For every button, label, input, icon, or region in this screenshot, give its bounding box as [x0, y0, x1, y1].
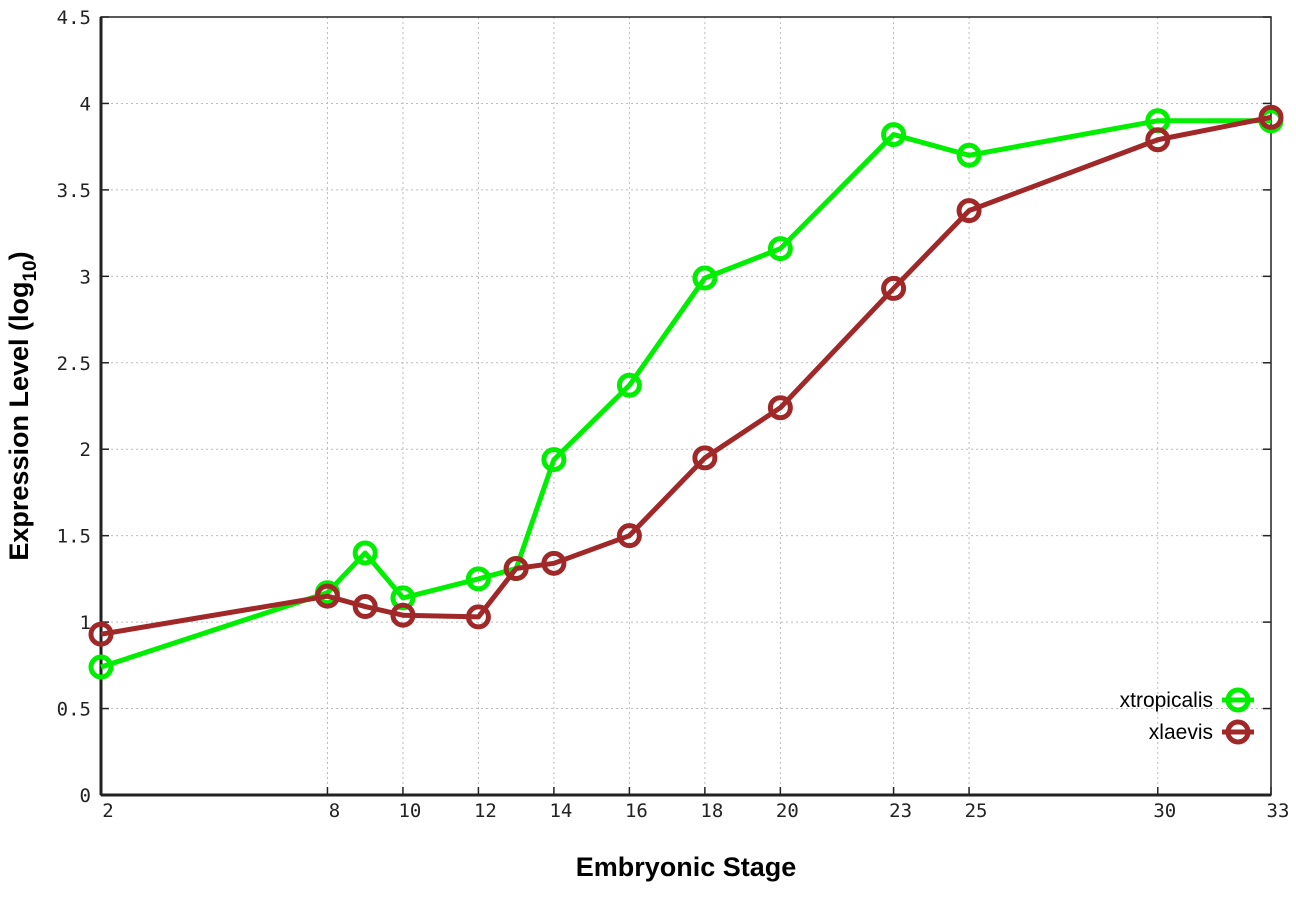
- data-point-xlaevis: [881, 275, 907, 301]
- x-tick-label: 30: [1153, 800, 1176, 822]
- series-line-xlaevis: [100, 114, 1272, 637]
- y-tick-label: 4: [80, 93, 91, 115]
- data-point-xtropicalis: [390, 585, 416, 611]
- legend-marker-xlaevis: [1225, 719, 1251, 745]
- y-tick-label: 3: [80, 266, 91, 288]
- y-tick-label: 1.5: [57, 526, 91, 548]
- y-axis-label-end: ): [4, 251, 34, 260]
- data-point-xlaevis: [88, 621, 114, 647]
- data-point-xtropicalis: [88, 654, 114, 680]
- y-tick-label: 3.5: [57, 180, 91, 202]
- x-axis-label: Embryonic Stage: [576, 852, 797, 882]
- y-axis-label-sub: 10: [20, 260, 41, 281]
- ticks: 0 0.5 1 1.5 2 2.5 3 3.5 4 4.5 2 8 10 12 14 16 18 20 23 25 30…: [57, 7, 1290, 822]
- data-point-xtropicalis: [352, 540, 378, 566]
- x-tick-label: 12: [474, 800, 497, 822]
- x-tick-label: 23: [889, 800, 912, 822]
- y-tick-label: 0.5: [57, 699, 91, 721]
- y-tick-label: 2.5: [57, 353, 91, 375]
- data-point-xlaevis: [390, 602, 416, 628]
- data-point-xlaevis: [1145, 127, 1171, 153]
- data-point-xlaevis: [767, 395, 793, 421]
- x-tick-label: 8: [329, 800, 340, 822]
- data-point-xlaevis: [352, 594, 378, 620]
- data-point-xtropicalis: [692, 265, 718, 291]
- data-point-xlaevis: [692, 445, 718, 471]
- y-tick-label: 4.5: [57, 7, 91, 29]
- data-point-xtropicalis: [767, 236, 793, 262]
- x-tick-label: 33: [1267, 800, 1290, 822]
- legend-label-xtropicalis: xtropicalis: [1120, 689, 1213, 712]
- legend-marker-xtropicalis: [1225, 687, 1251, 713]
- x-tick-label: 20: [776, 800, 799, 822]
- grid: [101, 17, 1271, 795]
- data-point-xtropicalis: [465, 566, 491, 592]
- y-axis-label: Expression Level (log10): [4, 251, 41, 560]
- y-tick-label: 2: [80, 439, 91, 461]
- legend: xtropicalis xlaevis: [1120, 687, 1254, 745]
- x-tick-label: 10: [398, 800, 421, 822]
- data-point-xlaevis: [956, 198, 982, 224]
- data-point-xlaevis: [503, 556, 529, 582]
- y-tick-label: 1: [80, 612, 91, 634]
- data-point-xlaevis: [616, 523, 642, 549]
- legend-label-xlaevis: xlaevis: [1149, 721, 1213, 744]
- data-point-xtropicalis: [881, 122, 907, 148]
- x-tick-label: 16: [625, 800, 648, 822]
- series: [88, 104, 1284, 680]
- y-axis-label-main: Expression Level (log: [4, 282, 34, 561]
- data-point-xlaevis: [1258, 104, 1284, 130]
- data-point-xtropicalis: [541, 447, 567, 473]
- x-tick-label: 18: [700, 800, 723, 822]
- data-point-xtropicalis: [616, 372, 642, 398]
- y-tick-label: 0: [80, 785, 91, 807]
- data-point-xlaevis: [541, 550, 567, 576]
- series-line-xtropicalis: [100, 118, 1271, 670]
- x-tick-label: 2: [102, 800, 113, 822]
- data-point-xtropicalis: [956, 142, 982, 168]
- x-tick-label: 14: [549, 800, 572, 822]
- data-point-xlaevis: [314, 583, 340, 609]
- x-tick-label: 25: [965, 800, 988, 822]
- data-point-xlaevis: [465, 604, 491, 630]
